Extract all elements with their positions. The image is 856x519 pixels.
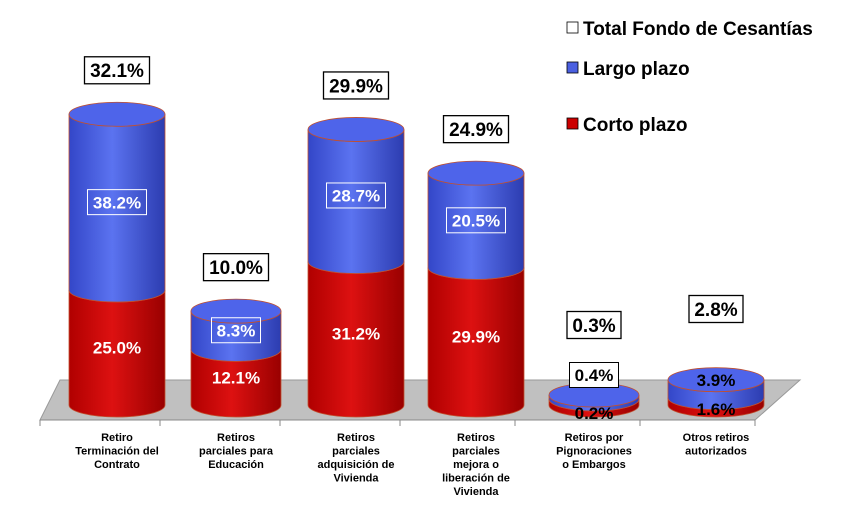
- label-total-3: 24.9%: [449, 120, 503, 141]
- legend-label-2: Corto plazo: [583, 115, 688, 136]
- legend-label-0: Total Fondo de Cesantías: [583, 19, 813, 40]
- category-label-0-line-0: Retiro: [101, 432, 133, 444]
- bar-4: [548, 382, 640, 418]
- category-label-2-line-1: parciales: [332, 446, 380, 458]
- label-largo-plazo-4-box: [569, 362, 619, 388]
- label-total-3-box: [442, 115, 510, 144]
- label-corto-plazo-1: 12.1%: [212, 368, 260, 387]
- category-label-2-line-3: Vivienda: [333, 473, 379, 485]
- category-label-5: Otros retiros autorizados: [683, 432, 750, 458]
- category-label-2-line-2: adquisición de: [317, 459, 394, 471]
- label-corto-plazo-0: 25.0%: [93, 339, 141, 358]
- category-label-1: Retiros parciales para Educación: [199, 432, 274, 471]
- category-label-1-line-2: Educación: [208, 459, 264, 471]
- label-largo-plazo-1-box: [211, 317, 261, 344]
- label-largo-plazo-3: 20.5%: [452, 211, 500, 230]
- category-label-1-line-1: parciales para: [199, 446, 274, 458]
- label-largo-plazo-3-box: [446, 207, 506, 234]
- label-largo-plazo-2: 28.7%: [332, 187, 380, 206]
- label-total-2: 29.9%: [329, 76, 383, 97]
- label-corto-plazo-3: 29.9%: [452, 327, 500, 346]
- category-label-3-line-0: Retiros: [457, 432, 495, 444]
- label-largo-plazo-4: 0.4%: [575, 366, 614, 385]
- category-label-1-line-0: Retiros: [217, 432, 255, 444]
- category-label-5-line-0: Otros retiros: [683, 432, 750, 444]
- category-label-2: Retiros parciales adquisición de Vivienda: [317, 432, 394, 485]
- label-corto-plazo-2: 31.2%: [332, 324, 380, 343]
- label-largo-plazo-5: 3.9%: [697, 371, 736, 390]
- bar-top-5: [667, 367, 765, 393]
- legend-swatch-2: [566, 117, 579, 130]
- bar-1: [190, 298, 282, 418]
- category-label-5-line-1: autorizados: [685, 446, 747, 458]
- label-largo-plazo-0: 38.2%: [93, 193, 141, 212]
- category-label-0: Retiro Terminación del Contrato: [75, 432, 159, 471]
- label-corto-plazo-4: 0.2%: [575, 404, 614, 423]
- category-label-4-line-1: Pignoraciones: [556, 446, 632, 458]
- legend-swatch-1: [566, 61, 579, 74]
- bar-top-2: [307, 117, 405, 142]
- label-total-5-box: [688, 294, 744, 324]
- category-label-3: Retiros parciales mejora o liberación de Viv…: [442, 432, 510, 498]
- category-label-4: Retiros por Pignoraciones o Embargos: [556, 432, 632, 471]
- category-label-4-line-0: Retiros por: [565, 432, 624, 444]
- label-total-0-box: [83, 56, 151, 85]
- legend-label-1: Largo plazo: [583, 59, 690, 80]
- bar-3: [427, 160, 525, 418]
- category-label-0-line-2: Contrato: [94, 459, 140, 471]
- bar-5: [667, 367, 765, 418]
- label-total-2-box: [322, 71, 390, 100]
- label-total-4: 0.3%: [572, 316, 615, 337]
- bar-top-1: [190, 298, 282, 324]
- category-labels: Retiro Terminación del Contrato Retiros parc…: [39, 419, 756, 498]
- label-total-5: 2.8%: [694, 300, 737, 321]
- labels-layer: 38.2% 25.0% 32.1% 8.3% 12.1% 10.0% 28.7% 31.2% 2…: [83, 56, 744, 423]
- label-largo-plazo-2-box: [326, 182, 386, 209]
- label-largo-plazo-0-box: [87, 189, 147, 216]
- category-label-3-line-2: mejora o: [453, 459, 499, 471]
- label-largo-plazo-1: 8.3%: [217, 321, 256, 340]
- category-label-2-line-0: Retiros: [337, 432, 375, 444]
- label-total-1-box: [202, 253, 270, 282]
- legend-swatch-0: [566, 21, 579, 34]
- bar-top-3: [427, 160, 525, 186]
- category-label-3-line-4: Vivienda: [453, 486, 499, 498]
- label-total-0: 32.1%: [90, 61, 144, 82]
- label-total-1: 10.0%: [209, 258, 263, 279]
- category-label-3-line-1: parciales: [452, 446, 500, 458]
- category-label-0-line-1: Terminación del: [75, 446, 159, 458]
- category-label-3-line-3: liberación de: [442, 473, 510, 485]
- category-label-4-line-2: o Embargos: [562, 459, 626, 471]
- label-corto-plazo-5: 1.6%: [697, 400, 736, 419]
- bar-0: [68, 101, 166, 418]
- bar-2: [307, 117, 405, 418]
- bar-top-0: [68, 101, 166, 127]
- legend: Total Fondo de Cesantías Largo plazo Corto…: [566, 19, 813, 136]
- bars-layer: [68, 101, 765, 418]
- label-total-4-box: [566, 310, 622, 340]
